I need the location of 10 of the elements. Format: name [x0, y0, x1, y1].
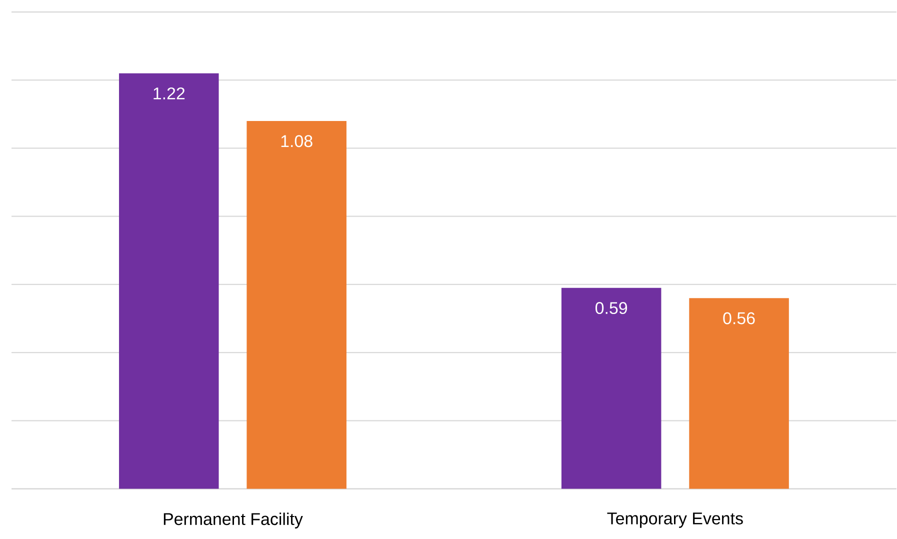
data-label: 1.08	[281, 135, 312, 148]
data-label: 0.56	[723, 312, 755, 324]
data-label: 0.59	[595, 302, 628, 314]
x-tick-label: Permanent Facility	[164, 512, 303, 529]
data-label: 1.22	[154, 88, 185, 100]
bar	[561, 288, 662, 489]
bar	[246, 121, 346, 489]
bar	[689, 298, 789, 489]
x-tick-label: Temporary Events	[607, 512, 743, 528]
bar	[119, 73, 219, 489]
